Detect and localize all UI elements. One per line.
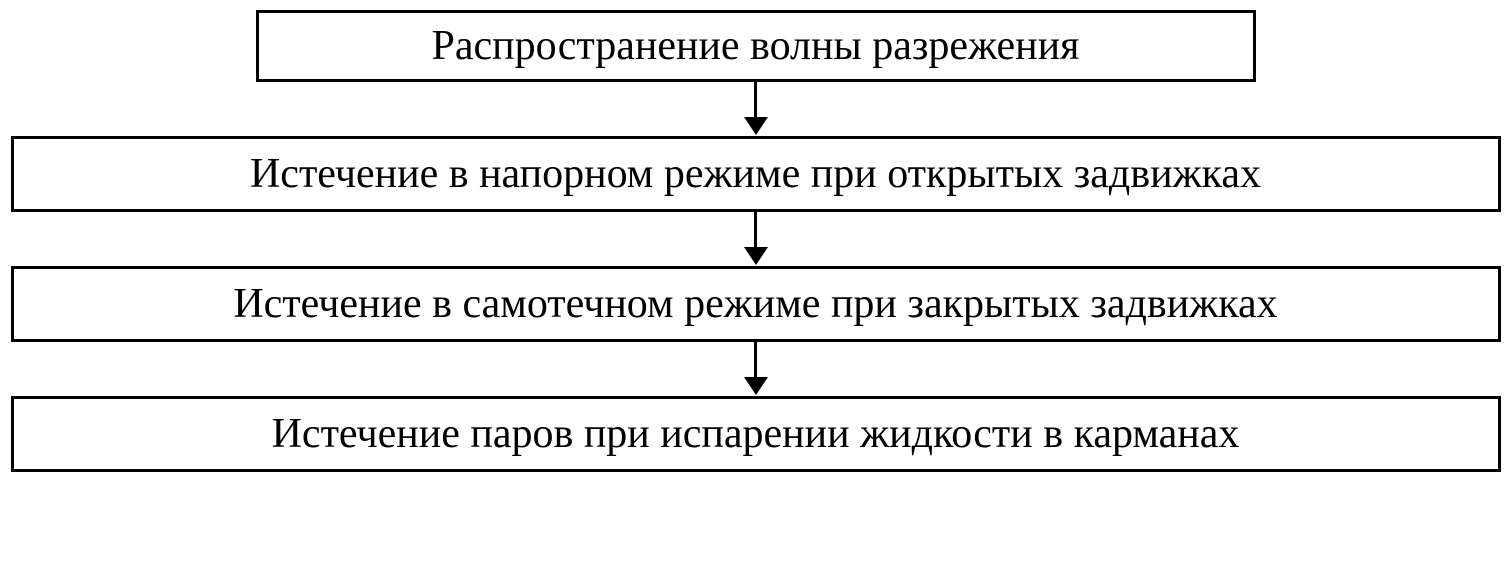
flow-node-2: Истечение в напорном режиме при открытых…	[11, 136, 1501, 212]
flow-node-1-label: Распространение волны разрежения	[422, 17, 1090, 75]
flow-node-1: Распространение волны разрежения	[256, 10, 1256, 82]
flow-arrow-3	[744, 342, 768, 396]
arrow-line-icon	[754, 212, 757, 248]
flow-node-3-label: Истечение в самотечном режиме при закрыт…	[223, 275, 1287, 333]
flow-arrow-1	[744, 82, 768, 136]
arrow-down-icon	[744, 117, 768, 135]
arrow-down-icon	[744, 377, 768, 395]
flowchart-container: Распространение волны разрежения Истечен…	[0, 0, 1511, 472]
flow-node-4-label: Истечение паров при испарении жидкости в…	[262, 405, 1250, 463]
flow-arrow-2	[744, 212, 768, 266]
arrow-line-icon	[754, 342, 757, 378]
flow-node-3: Истечение в самотечном режиме при закрыт…	[11, 266, 1501, 342]
arrow-down-icon	[744, 247, 768, 265]
arrow-line-icon	[754, 82, 757, 118]
flow-node-2-label: Истечение в напорном режиме при открытых…	[240, 145, 1271, 203]
flow-node-4: Истечение паров при испарении жидкости в…	[11, 396, 1501, 472]
